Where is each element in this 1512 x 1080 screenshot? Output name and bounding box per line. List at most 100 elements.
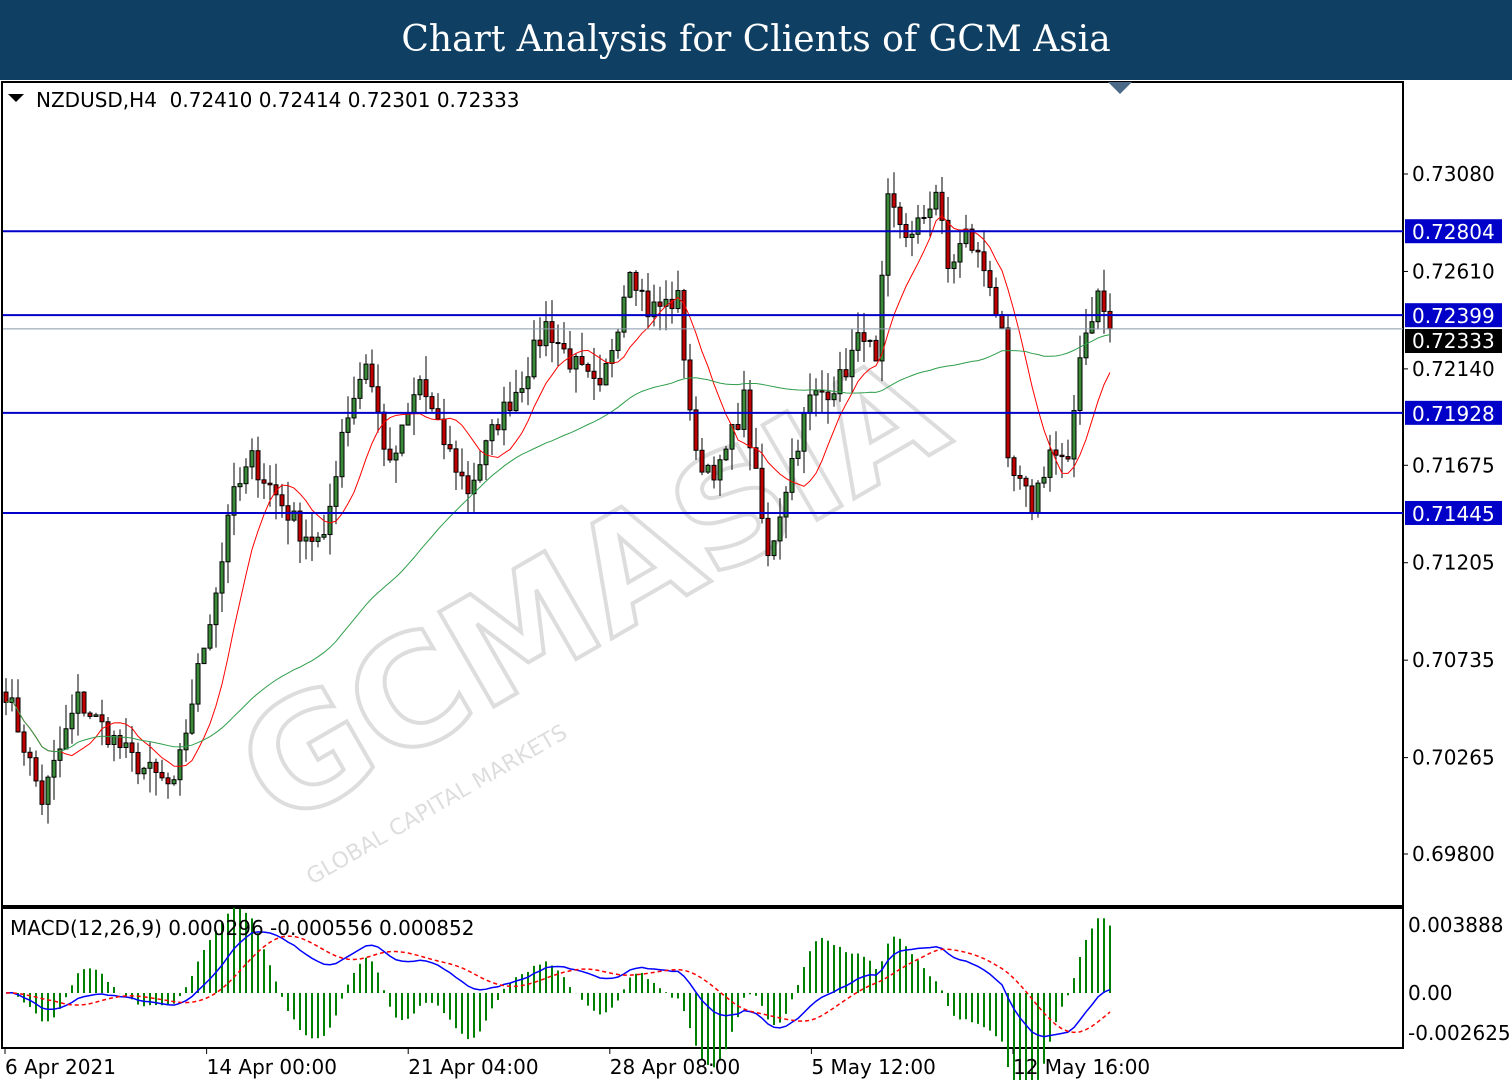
candle-body bbox=[309, 536, 315, 542]
candle-body bbox=[273, 484, 279, 496]
candle-body bbox=[507, 401, 513, 412]
candle-body bbox=[249, 450, 255, 468]
candle-body bbox=[573, 355, 579, 370]
candle-body bbox=[399, 424, 405, 454]
candle-body bbox=[435, 408, 441, 420]
candle-body bbox=[861, 332, 867, 342]
candle-body bbox=[1047, 449, 1053, 478]
candle-body bbox=[57, 748, 63, 761]
shift-marker-icon[interactable] bbox=[1108, 82, 1132, 94]
candle-body bbox=[15, 697, 21, 733]
candle-body bbox=[231, 486, 237, 516]
candle-body bbox=[213, 592, 219, 626]
candle-body bbox=[1023, 477, 1029, 487]
horizontal-levels[interactable]: 0.72333 0.72804 0.72399 0.71928 0.71445 bbox=[3, 219, 1502, 526]
candle-body bbox=[825, 391, 831, 401]
candle-body bbox=[771, 540, 777, 557]
candle-body bbox=[879, 274, 885, 362]
level-price-label: 0.71445 bbox=[1412, 502, 1495, 526]
candle-body bbox=[537, 339, 543, 347]
macd-tick-label: 0.00 bbox=[1408, 981, 1453, 1005]
candle-body bbox=[909, 233, 915, 238]
candle-body bbox=[921, 216, 927, 219]
candle-body bbox=[105, 721, 111, 745]
candle-body bbox=[147, 761, 153, 769]
candle-body bbox=[741, 389, 747, 430]
level-price-tag bbox=[1405, 500, 1502, 525]
level-price-label: 0.71928 bbox=[1412, 402, 1495, 426]
candle-body bbox=[645, 290, 651, 318]
y-tick-label: 0.70735 bbox=[1412, 648, 1495, 672]
candle-body bbox=[21, 731, 27, 753]
level-price-tag bbox=[1405, 219, 1502, 244]
candle-body bbox=[945, 219, 951, 270]
candle-body bbox=[681, 290, 687, 361]
candle-body bbox=[747, 389, 753, 449]
candle-body bbox=[1005, 327, 1011, 459]
candle-body bbox=[3, 691, 9, 703]
candle-body bbox=[417, 379, 423, 396]
candle-body bbox=[777, 516, 783, 542]
candle-body bbox=[843, 369, 849, 378]
dropdown-triangle-icon[interactable] bbox=[8, 94, 24, 102]
candle-body bbox=[789, 457, 795, 493]
candle-body bbox=[999, 314, 1005, 329]
candle-body bbox=[357, 378, 363, 399]
candles bbox=[3, 172, 1113, 824]
candle-body bbox=[219, 561, 225, 594]
candle-body bbox=[705, 464, 711, 473]
candle-body bbox=[693, 409, 699, 451]
candle-body bbox=[237, 483, 243, 488]
candle-body bbox=[519, 388, 525, 393]
candle-body bbox=[987, 270, 993, 288]
candle-body bbox=[177, 749, 183, 781]
candle-body bbox=[717, 459, 723, 481]
candle-body bbox=[369, 363, 375, 388]
candle-body bbox=[321, 534, 327, 538]
candle-body bbox=[735, 424, 741, 430]
candle-body bbox=[483, 440, 489, 466]
candle-body bbox=[711, 464, 717, 481]
candle-body bbox=[699, 449, 705, 473]
candle-body bbox=[183, 732, 189, 751]
candle-body bbox=[69, 712, 75, 730]
candle-body bbox=[855, 332, 861, 351]
candle-body bbox=[345, 417, 351, 433]
candle-body bbox=[159, 771, 165, 779]
candle-body bbox=[831, 393, 837, 401]
candle-body bbox=[207, 624, 213, 649]
candle-body bbox=[171, 779, 177, 785]
candle-body bbox=[927, 208, 933, 218]
candle-body bbox=[111, 734, 117, 745]
candle-body bbox=[765, 517, 771, 557]
candle-body bbox=[471, 479, 477, 495]
candle-body bbox=[267, 482, 273, 486]
candle-body bbox=[915, 217, 921, 235]
macd-indicator: 0.003888 0.00 -0.002625 bbox=[5, 907, 1511, 1080]
y-tick-label: 0.71675 bbox=[1412, 453, 1495, 477]
level-price-tag bbox=[1405, 400, 1502, 425]
candle-body bbox=[27, 751, 33, 759]
candle-body bbox=[315, 536, 321, 542]
candle-body bbox=[1035, 482, 1041, 514]
header-title: Chart Analysis for Clients of GCM Asia bbox=[0, 0, 1512, 80]
candle-body bbox=[261, 479, 267, 484]
candle-body bbox=[555, 342, 561, 345]
candle-body bbox=[123, 742, 129, 749]
level-price-tag bbox=[1405, 303, 1502, 328]
candle-body bbox=[969, 228, 975, 251]
candle-body bbox=[975, 249, 981, 253]
candle-body bbox=[1017, 475, 1023, 479]
candle-body bbox=[87, 712, 93, 717]
macd-label: MACD(12,26,9) 0.000296 -0.000556 0.00085… bbox=[10, 916, 474, 940]
current-price-tag bbox=[1405, 329, 1502, 353]
y-tick-label: 0.69800 bbox=[1412, 842, 1495, 866]
x-tick-label: 28 Apr 08:00 bbox=[610, 1055, 740, 1079]
candle-body bbox=[531, 339, 537, 378]
candle-body bbox=[867, 339, 873, 342]
candle-body bbox=[423, 379, 429, 398]
candle-body bbox=[333, 476, 339, 507]
candle-body bbox=[939, 191, 945, 221]
candle-body bbox=[75, 691, 81, 714]
